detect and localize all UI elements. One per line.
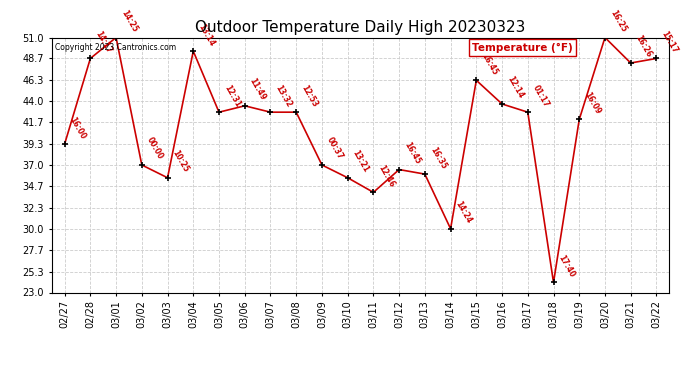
Text: 10:25: 10:25 — [170, 149, 190, 174]
Text: 01:17: 01:17 — [531, 83, 551, 108]
Text: 14:24: 14:24 — [453, 200, 473, 225]
Text: 14:25: 14:25 — [119, 9, 139, 34]
Text: 17:40: 17:40 — [557, 254, 577, 279]
Text: 13:32: 13:32 — [273, 83, 293, 108]
Text: 12:31: 12:31 — [222, 83, 242, 108]
Text: 12:53: 12:53 — [299, 83, 319, 108]
Text: 12:46: 12:46 — [377, 163, 396, 189]
Text: Temperature (°F): Temperature (°F) — [472, 43, 573, 52]
Text: 16:09: 16:09 — [582, 90, 602, 116]
Text: 13:14: 13:14 — [197, 22, 216, 48]
Text: 12:14: 12:14 — [505, 75, 525, 100]
Text: 16:45: 16:45 — [480, 51, 499, 76]
Text: 00:00: 00:00 — [145, 136, 165, 161]
Text: 13:21: 13:21 — [351, 149, 371, 174]
Title: Outdoor Temperature Daily High 20230323: Outdoor Temperature Daily High 20230323 — [195, 20, 526, 35]
Text: 11:49: 11:49 — [248, 77, 268, 102]
Text: 16:00: 16:00 — [68, 115, 88, 140]
Text: 15:17: 15:17 — [660, 29, 680, 55]
Text: 16:45: 16:45 — [402, 141, 422, 166]
Text: 00:37: 00:37 — [325, 136, 345, 161]
Text: 16:26: 16:26 — [634, 34, 653, 59]
Text: Copyright 2023 Cantronics.com: Copyright 2023 Cantronics.com — [55, 43, 176, 52]
Text: 14:17: 14:17 — [93, 29, 113, 55]
Text: 16:35: 16:35 — [428, 145, 448, 171]
Text: 16:25: 16:25 — [608, 9, 628, 34]
